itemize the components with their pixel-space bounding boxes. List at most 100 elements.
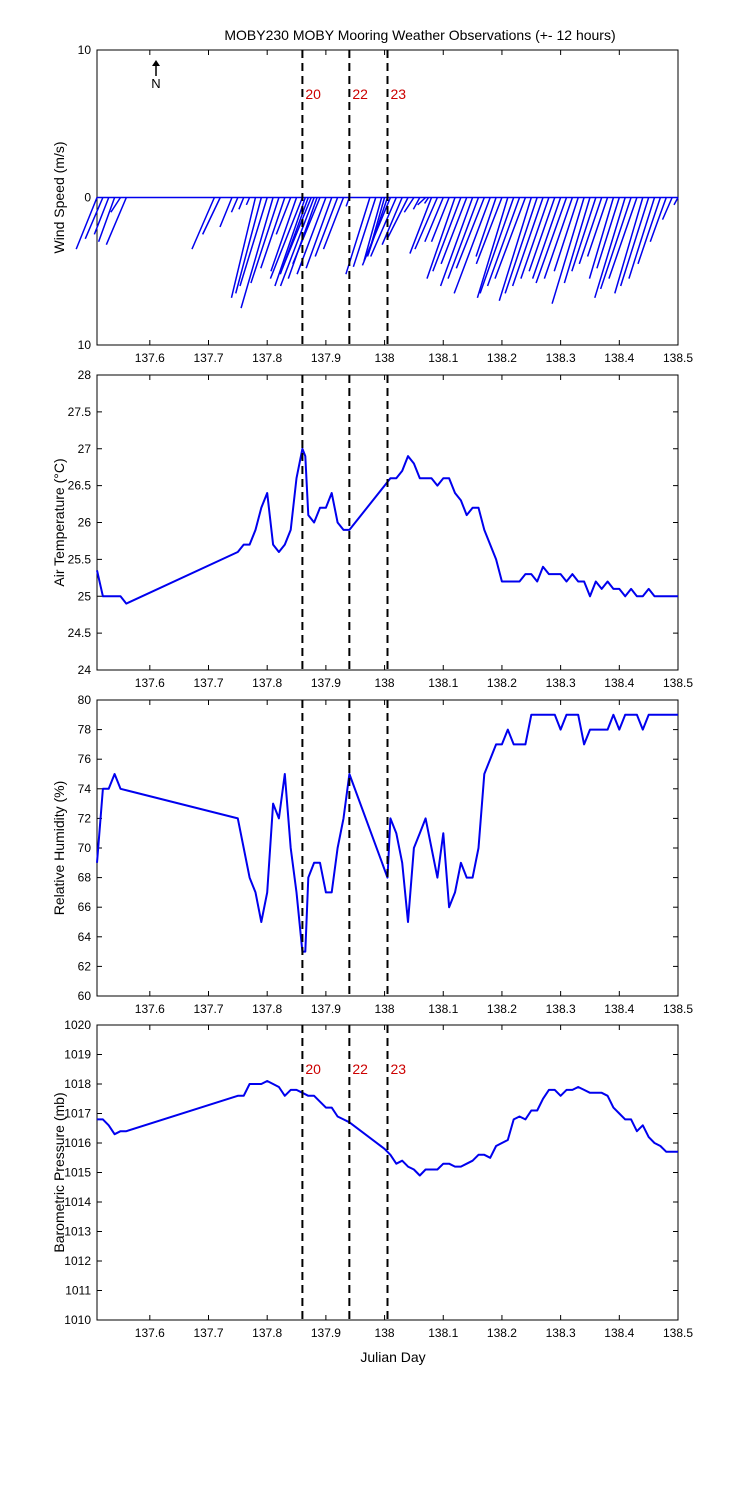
y-tick-label: 60 xyxy=(78,989,92,1003)
x-tick-label: 138.2 xyxy=(487,351,517,365)
wind-vector xyxy=(84,197,104,240)
wind-vector xyxy=(553,197,579,272)
y-tick-label: 76 xyxy=(78,752,92,766)
x-tick-label: 138.1 xyxy=(428,1002,458,1016)
y-axis-label: Relative Humidity (%) xyxy=(51,781,67,916)
wind-vector xyxy=(412,197,421,210)
x-tick-label: 137.9 xyxy=(311,1002,341,1016)
north-label: N xyxy=(151,76,160,91)
wind-vector xyxy=(661,197,673,220)
y-tick-label: 1016 xyxy=(64,1136,91,1150)
y-tick-label: 62 xyxy=(78,959,92,973)
y-tick-label: 1018 xyxy=(64,1077,91,1091)
x-tick-label: 138.4 xyxy=(604,676,634,690)
wind-vector xyxy=(386,197,409,240)
y-tick-label: 1020 xyxy=(64,1018,91,1032)
x-tick-label: 138.4 xyxy=(604,1326,634,1340)
x-tick-label: 137.8 xyxy=(252,1002,282,1016)
event-marker-label: 20 xyxy=(305,1061,321,1077)
event-marker-label: 22 xyxy=(352,86,368,102)
y-tick-label: 27 xyxy=(78,442,92,456)
wind-vector xyxy=(363,197,383,262)
x-tick-label: 138.5 xyxy=(663,676,693,690)
x-tick-label: 138.2 xyxy=(487,676,517,690)
wind-vector xyxy=(596,197,621,269)
wind-vector xyxy=(599,197,632,290)
wind-vector xyxy=(551,197,585,304)
x-tick-label: 137.8 xyxy=(252,1326,282,1340)
wind-vector xyxy=(637,197,662,265)
wind-vector xyxy=(628,197,656,279)
wind-vector xyxy=(361,197,392,266)
x-tick-label: 138.4 xyxy=(604,1002,634,1016)
wind-vector xyxy=(528,197,556,272)
x-tick-label: 138.2 xyxy=(487,1326,517,1340)
relative-humidity-line xyxy=(96,713,678,953)
event-marker-label: 22 xyxy=(352,1061,368,1077)
wind-vector xyxy=(649,197,667,243)
wind-vector xyxy=(75,197,98,250)
x-tick-label: 138.5 xyxy=(663,1326,693,1340)
wind-vector xyxy=(673,197,679,206)
wind-vector xyxy=(504,197,538,294)
x-tick-label: 137.7 xyxy=(193,1002,223,1016)
wind-vector xyxy=(270,197,298,272)
x-tick-label: 137.7 xyxy=(193,351,223,365)
y-tick-label: 1013 xyxy=(64,1225,91,1239)
event-marker-label: 23 xyxy=(391,86,407,102)
y-tick-label: 64 xyxy=(78,930,92,944)
wind-vector xyxy=(370,197,397,257)
wind-vector xyxy=(110,197,122,213)
y-tick-label: 24 xyxy=(78,663,92,677)
wind-vector xyxy=(219,197,233,228)
wind-vector xyxy=(520,197,550,279)
air-temperature-line xyxy=(96,447,678,605)
wind-vector xyxy=(97,197,116,243)
wind-vector xyxy=(475,197,503,265)
wind-vector xyxy=(614,197,644,294)
wind-vector xyxy=(240,197,274,309)
y-axis-label: Barometric Pressure (mb) xyxy=(51,1092,67,1252)
x-tick-label: 137.8 xyxy=(252,351,282,365)
wind-vector xyxy=(352,197,377,268)
wind-vector xyxy=(439,197,474,287)
wind-vector xyxy=(453,197,491,294)
x-tick-label: 138 xyxy=(375,1326,395,1340)
x-tick-label: 138.3 xyxy=(546,351,576,365)
barometric-pressure-panel: 137.6 137.7 137.8 137.9 138 138.1 138.2 138.3 13… xyxy=(51,1018,693,1340)
x-tick-label: 137.6 xyxy=(135,1326,165,1340)
y-tick-label: 68 xyxy=(78,871,92,885)
wind-vector xyxy=(586,197,609,257)
wind-vector xyxy=(403,197,415,213)
wind-vector xyxy=(494,197,527,279)
wind-vector xyxy=(619,197,650,287)
wind-vector xyxy=(543,197,574,279)
x-tick-label: 137.9 xyxy=(311,351,341,365)
wind-vector xyxy=(105,197,128,245)
chart-panels: 137.6 137.7 137.8 137.9 138 138.1 138.2 138.3 13… xyxy=(51,43,693,1340)
wind-vector xyxy=(260,197,286,269)
wind-vector xyxy=(305,197,333,269)
x-tick-label: 138 xyxy=(375,676,395,690)
x-tick-label: 138 xyxy=(375,1002,395,1016)
wind-vector xyxy=(594,197,626,299)
x-tick-label: 137.9 xyxy=(311,676,341,690)
y-tick-label: 78 xyxy=(78,723,92,737)
event-marker-label: 20 xyxy=(305,86,321,102)
y-tick-label: 1014 xyxy=(64,1195,91,1209)
wind-vector xyxy=(239,197,268,287)
wind-vector xyxy=(322,197,345,250)
wind-vector xyxy=(430,197,450,243)
barometric-pressure-line xyxy=(97,1080,678,1177)
x-tick-label: 138.1 xyxy=(428,351,458,365)
wind-vector xyxy=(281,197,312,269)
wind-vector xyxy=(250,197,280,284)
wind-vector xyxy=(426,197,456,279)
y-tick-label: 66 xyxy=(78,900,92,914)
wind-vector xyxy=(479,197,515,294)
wind-vector xyxy=(245,197,251,206)
x-tick-label: 138.1 xyxy=(428,1326,458,1340)
wind-vector xyxy=(424,197,444,243)
x-tick-label: 138.5 xyxy=(663,1002,693,1016)
